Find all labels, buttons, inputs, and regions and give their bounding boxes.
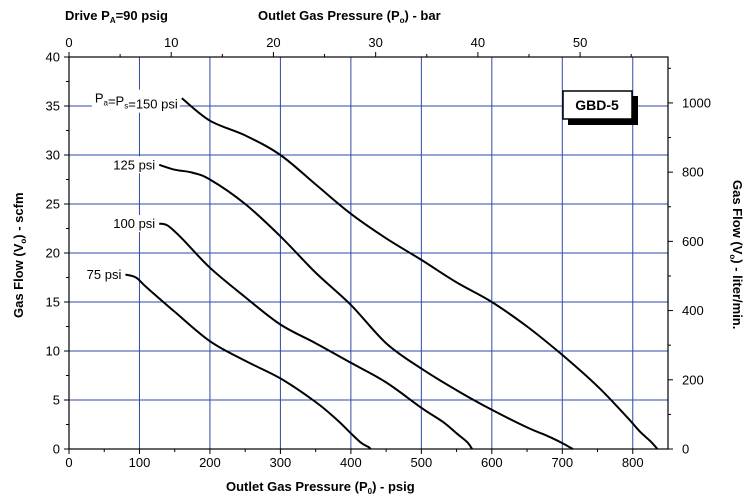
series-line xyxy=(125,273,372,450)
curves xyxy=(125,97,659,450)
right-tick-label: 1000 xyxy=(682,95,711,110)
y-tick-label: 35 xyxy=(46,99,60,114)
y-tick-label: 30 xyxy=(46,148,60,163)
top-tick-label: 50 xyxy=(573,35,587,50)
x-tick-label: 300 xyxy=(270,455,292,470)
series-line xyxy=(158,163,574,450)
series-label-bg xyxy=(83,266,124,284)
y-tick-label: 15 xyxy=(46,295,60,310)
top-tick-label: 10 xyxy=(164,35,178,50)
axis-ticks: 0 100 200 300 400 500 600 700 800051015202530354… xyxy=(46,35,711,470)
drive-pressure-header: Drive PA=90 psig xyxy=(65,8,168,25)
model-badge-text: GBD-5 xyxy=(575,97,619,113)
model-badge-box xyxy=(562,90,633,120)
x-tick-label: 400 xyxy=(340,455,362,470)
series-label-part: 100 psi xyxy=(113,216,155,231)
y-tick-label: 25 xyxy=(46,197,60,212)
bottom-axis-title: Outlet Gas Pressure (P0) - psig xyxy=(226,479,415,496)
right-tick-label: 600 xyxy=(682,234,704,249)
series-labels: Pa=Ps=150 psi 125 psi 100 psi 75 psi xyxy=(83,89,180,284)
series-label-bg xyxy=(91,89,180,113)
grid xyxy=(69,57,668,449)
series-label-part: =P xyxy=(108,94,124,109)
y-tick-label: 0 xyxy=(53,442,60,457)
top-tick-label: 40 xyxy=(471,35,485,50)
model-badge: GBD-5 xyxy=(562,90,638,125)
series-label: 100 psi xyxy=(113,216,155,231)
series-line xyxy=(181,97,659,450)
x-tick-label: 500 xyxy=(411,455,433,470)
series-label: 75 psi xyxy=(87,267,122,282)
y-tick-label: 10 xyxy=(46,344,60,359)
series-label-part: =150 psi xyxy=(128,97,178,112)
x-tick-label: 700 xyxy=(551,455,573,470)
x-tick-label: 800 xyxy=(622,455,644,470)
series-label-part: 125 psi xyxy=(113,157,155,172)
right-tick-label: 0 xyxy=(682,442,689,457)
right-tick-label: 800 xyxy=(682,165,704,180)
x-tick-label: 600 xyxy=(481,455,503,470)
x-tick-label: 100 xyxy=(129,455,151,470)
x-tick-label: 0 xyxy=(65,455,72,470)
series-line xyxy=(158,222,473,450)
series-label-part: a xyxy=(104,99,109,108)
right-axis-title: Gas Flow (Vo) - liter/min. xyxy=(728,180,745,329)
right-tick-label: 200 xyxy=(682,372,704,387)
x-tick-label: 200 xyxy=(199,455,221,470)
y-tick-label: 20 xyxy=(46,246,60,261)
top-tick-label: 20 xyxy=(266,35,280,50)
top-axis-title: Outlet Gas Pressure (Po) - bar xyxy=(258,8,441,25)
series-label-part: P xyxy=(95,91,104,106)
right-tick-label: 400 xyxy=(682,303,704,318)
series-label-bg xyxy=(110,156,158,174)
series-label-bg xyxy=(110,215,158,233)
top-tick-label: 30 xyxy=(368,35,382,50)
series-label: Pa=Ps=150 psi xyxy=(95,91,178,112)
series-label-part: s xyxy=(124,102,128,111)
left-axis-title: Gas Flow (Vo) - scfm xyxy=(11,192,28,318)
y-tick-label: 40 xyxy=(46,50,60,65)
series-label-part: 75 psi xyxy=(87,267,122,282)
series-label: 125 psi xyxy=(113,157,155,172)
y-tick-label: 5 xyxy=(53,393,60,408)
top-tick-label: 0 xyxy=(65,35,72,50)
